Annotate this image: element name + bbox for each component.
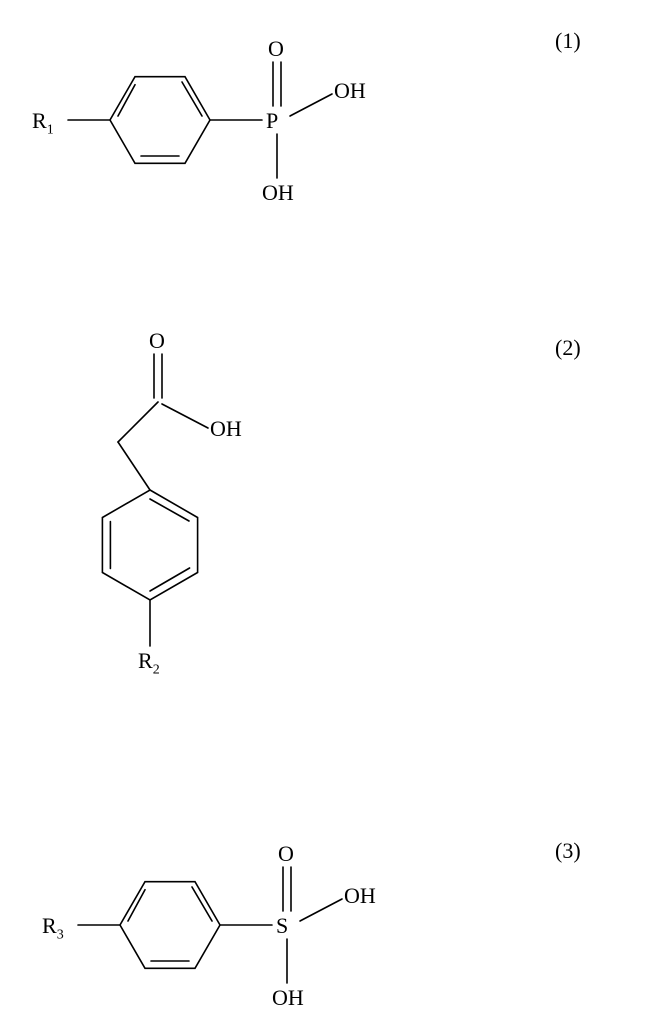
structure-1-R1-label: R1 <box>32 108 54 138</box>
structure-3-R3-label: R3 <box>42 913 64 943</box>
structure-3 <box>0 805 662 1035</box>
structure-3-OH-right: OH <box>344 883 376 909</box>
structure-1-OH-down: OH <box>262 180 294 206</box>
structure-1-O-double: O <box>268 36 284 62</box>
structure-2-OH: OH <box>210 416 242 442</box>
structure-1-P-atom: P <box>266 108 278 134</box>
structure-3-S-atom: S <box>276 913 288 939</box>
structure-2 <box>0 320 662 740</box>
structure-3-O-double: O <box>278 841 294 867</box>
structure-2-O-double: O <box>149 328 165 354</box>
structure-2-R2-label: R2 <box>138 648 160 678</box>
structure-3-OH-down: OH <box>272 985 304 1011</box>
structure-1 <box>0 0 662 260</box>
structure-1-OH-right: OH <box>334 78 366 104</box>
chemical-structures-figure: (1) (2) (3) R1 P O OH OH <box>0 0 662 1035</box>
